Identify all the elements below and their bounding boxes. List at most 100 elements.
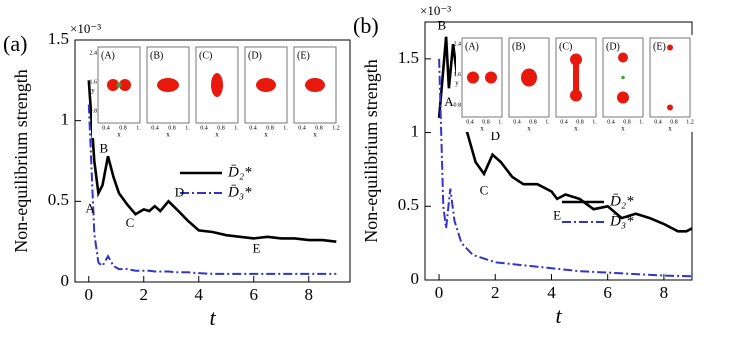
legend-label: D̄₂* — [227, 164, 252, 180]
y-tick-label: 1.5 — [398, 48, 419, 67]
inset-x-tick-label: 1.2 — [592, 119, 600, 125]
y-tick-label: 0.5 — [398, 195, 419, 214]
inset-panel-label: (C) — [559, 41, 572, 52]
plot-frame — [424, 21, 693, 281]
inset-x-tick-label: 0.4 — [560, 119, 568, 125]
y-tick-label: 0.5 — [48, 190, 69, 209]
legend-label: D̄₂* — [609, 193, 634, 209]
inset-y-tick-label: 2.4 — [454, 41, 462, 47]
inset-x-label: x — [313, 131, 317, 139]
inset-y-tick-label: 2.4 — [90, 50, 98, 56]
inset-x-label: x — [215, 131, 219, 139]
inset-panel-label: (D) — [248, 50, 262, 61]
series-line — [87, 104, 337, 275]
multiplier: ×10⁻³ — [70, 21, 101, 36]
inset-x-tick-label: 0.4 — [466, 119, 474, 125]
inset-panel-label: (B) — [512, 41, 525, 52]
inset-x-tick-label: 0.4 — [200, 125, 208, 131]
droplet — [305, 78, 325, 92]
inset-panel-label: (D) — [606, 41, 620, 52]
inset-x-tick-label: 1.2 — [545, 119, 553, 125]
inset-x-tick-label: 1.2 — [639, 119, 647, 125]
inset-x-label: x — [574, 125, 578, 133]
legend-label: D̄₃* — [609, 213, 634, 229]
inset-x-tick-label: 0.8 — [482, 119, 490, 125]
y-axis-label: Non-equilibrium strength — [361, 59, 381, 242]
x-tick-label: 8 — [660, 283, 669, 302]
y-tick-label: 0 — [61, 271, 70, 290]
inset-x-label: x — [166, 131, 170, 139]
inset-x-tick-label: 0.4 — [102, 125, 110, 131]
inset-panel-label: (A) — [465, 41, 479, 52]
inset-panel-label: (E) — [297, 50, 310, 61]
droplet — [157, 78, 179, 92]
inset-x-tick-label: 1.2 — [234, 125, 242, 131]
inset-x-tick-label: 0.8 — [266, 125, 274, 131]
series-line — [438, 58, 693, 278]
x-tick-label: 0 — [435, 283, 444, 302]
annotation: B — [438, 17, 447, 32]
inset-x-tick-label: 0.4 — [607, 119, 615, 125]
x-axis-label: t — [555, 303, 562, 328]
inset-x-label: x — [621, 125, 625, 133]
annotation: B — [100, 141, 109, 156]
annotation: E — [553, 208, 561, 223]
droplet — [570, 89, 582, 102]
inset-x-tick-label: 1.2 — [283, 125, 291, 131]
inset-x-label: x — [527, 125, 531, 133]
inset-y-label: y — [455, 79, 459, 87]
droplet — [119, 79, 131, 91]
inset-frame — [649, 37, 691, 118]
series-line — [87, 80, 337, 243]
inset-x-tick-label: 1.2 — [332, 125, 340, 131]
droplet — [256, 78, 276, 92]
inset-panel-label: (A) — [101, 50, 115, 61]
inset-y-label: y — [91, 87, 95, 95]
inset-x-tick-label: 0.8 — [168, 125, 176, 131]
inset-x-tick-label: 0.8 — [623, 119, 631, 125]
annotation: A — [85, 200, 95, 215]
inset-y-tick-label: 1.6 — [454, 72, 462, 78]
y-tick-label: 1 — [61, 110, 70, 129]
inset-x-tick-label: 1.2 — [185, 125, 193, 131]
inset-x-tick-label: 0.8 — [119, 125, 127, 131]
inset-x-label: x — [117, 131, 121, 139]
annotation: C — [126, 215, 135, 230]
droplet — [107, 79, 119, 91]
droplet — [667, 104, 673, 111]
droplet — [467, 71, 479, 84]
inset-x-tick-label: 0.4 — [298, 125, 306, 131]
inset-y-tick-label: 1.6 — [90, 79, 98, 85]
inset-x-tick-label: 1.2 — [498, 119, 506, 125]
droplet — [211, 73, 223, 97]
x-tick-label: 4 — [547, 283, 556, 302]
inset-panel-label: (E) — [653, 41, 666, 52]
annotation: A — [444, 94, 454, 109]
droplet — [618, 52, 628, 63]
inset-x-label: x — [264, 131, 268, 139]
legend-label: D̄₃* — [227, 184, 252, 200]
inset-x-tick-label: 0.4 — [513, 119, 521, 125]
droplet — [485, 71, 497, 84]
annotation: C — [480, 183, 489, 198]
x-tick-label: 2 — [491, 283, 500, 302]
inset-y-tick-label: 0.8 — [90, 108, 98, 114]
panel-label: (a) — [3, 31, 27, 56]
y-axis-label: Non-equilibrium strength — [11, 69, 31, 252]
inset-y-tick-label: 0.8 — [454, 102, 462, 108]
x-tick-label: 8 — [305, 285, 314, 304]
droplet-core — [621, 75, 625, 80]
annotation: D — [175, 184, 184, 199]
x-tick-label: 6 — [250, 285, 259, 304]
x-tick-label: 6 — [603, 283, 612, 302]
x-axis-label: t — [209, 305, 216, 330]
panel-label: (b) — [353, 13, 379, 38]
y-tick-label: 0 — [411, 269, 420, 288]
y-tick-label: 1 — [411, 121, 420, 140]
inset-x-tick-label: 0.4 — [654, 119, 662, 125]
droplet — [667, 44, 673, 51]
inset-x-tick-label: 0.8 — [315, 125, 323, 131]
inset-x-tick-label: 0.8 — [529, 119, 537, 125]
inset-x-tick-label: 0.8 — [217, 125, 225, 131]
